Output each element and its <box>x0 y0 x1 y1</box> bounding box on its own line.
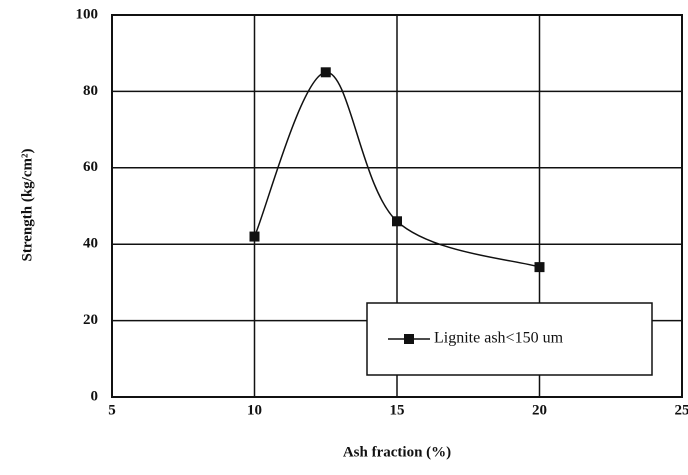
x-tick-label: 15 <box>390 402 405 418</box>
data-point <box>250 232 260 242</box>
y-axis-label: Strength (kg/cm²) <box>19 149 35 262</box>
data-point <box>321 67 331 77</box>
x-tick-label: 10 <box>247 402 262 418</box>
x-axis-label: Ash fraction (%) <box>343 444 451 460</box>
y-tick-label: 80 <box>83 83 98 99</box>
data-point <box>535 262 545 272</box>
data-point <box>392 216 402 226</box>
y-tick-label: 20 <box>83 312 98 328</box>
x-tick-label: 25 <box>675 402 688 418</box>
y-tick-label: 100 <box>76 6 99 22</box>
x-tick-label: 5 <box>108 402 116 418</box>
legend-label: Lignite ash<150 um <box>434 330 564 347</box>
y-tick-label: 60 <box>83 159 98 175</box>
x-tick-label: 20 <box>532 402 547 418</box>
y-tick-label: 0 <box>91 388 99 404</box>
legend-marker <box>404 334 414 344</box>
y-tick-label: 40 <box>83 236 98 252</box>
